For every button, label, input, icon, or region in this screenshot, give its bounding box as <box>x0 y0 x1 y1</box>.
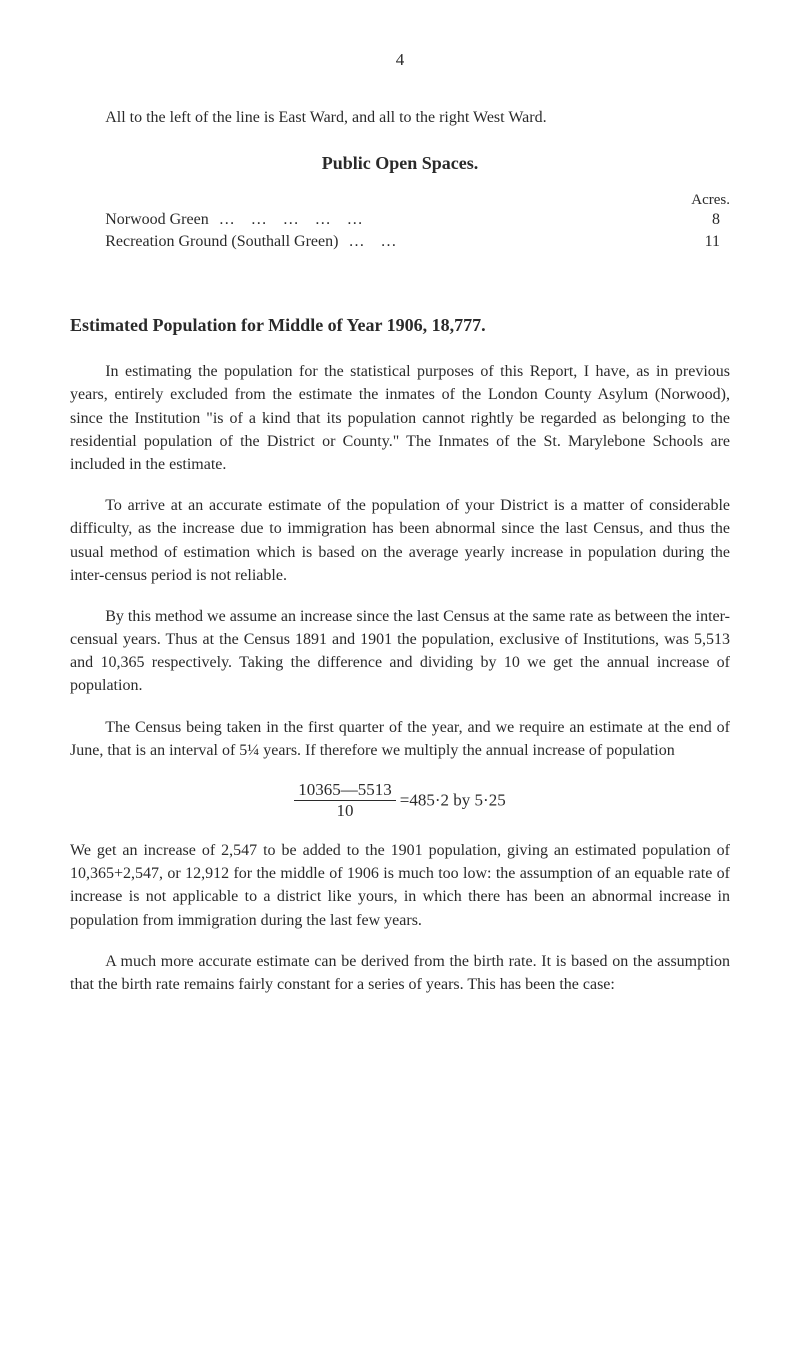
fraction-denominator: 10 <box>294 801 396 821</box>
body-paragraph-2: To arrive at an accurate estimate of the… <box>70 494 730 587</box>
document-page: 4 All to the left of the line is East Wa… <box>0 0 800 1357</box>
body-paragraph-3: By this method we assume an increase sin… <box>70 605 730 698</box>
estimated-population-heading: Estimated Population for Middle of Year … <box>70 315 730 336</box>
table-row: Recreation Ground (Southall Green) … … 1… <box>70 233 730 251</box>
body-paragraph-4: The Census being taken in the first quar… <box>70 716 730 762</box>
row-label: Recreation Ground (Southall Green) <box>105 233 338 251</box>
fraction: 10365—5513 10 <box>294 780 396 821</box>
acres-column-label: Acres. <box>70 192 730 209</box>
body-paragraph-6: A much more accurate estimate can be der… <box>70 950 730 996</box>
formula-result: =485·2 by 5·25 <box>400 791 506 810</box>
row-dots: … … <box>338 233 704 251</box>
table-row: Norwood Green … … … … … 8 <box>70 211 730 229</box>
body-paragraph-5: We get an increase of 2,547 to be added … <box>70 839 730 932</box>
body-paragraph-1: In estimating the population for the sta… <box>70 360 730 476</box>
spacer <box>70 255 730 279</box>
row-dots: … … … … … <box>209 211 712 229</box>
intro-paragraph: All to the left of the line is East Ward… <box>70 106 730 129</box>
row-label: Norwood Green <box>105 211 209 229</box>
fraction-numerator: 10365—5513 <box>294 780 396 801</box>
row-value: 11 <box>705 233 730 251</box>
page-number: 4 <box>70 50 730 70</box>
row-value: 8 <box>712 211 730 229</box>
formula: 10365—5513 10 =485·2 by 5·25 <box>70 780 730 821</box>
public-open-spaces-heading: Public Open Spaces. <box>70 153 730 174</box>
